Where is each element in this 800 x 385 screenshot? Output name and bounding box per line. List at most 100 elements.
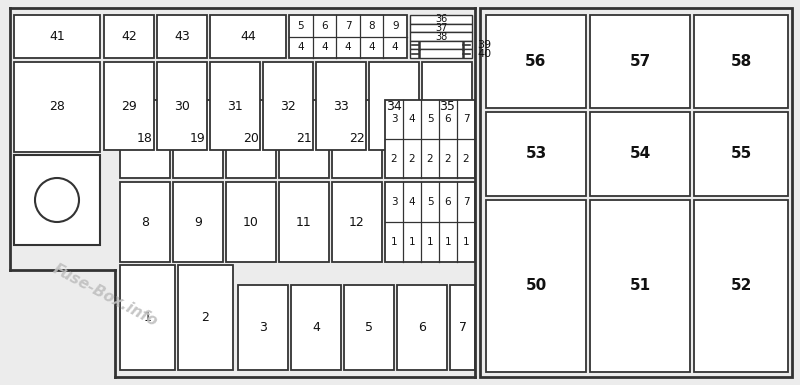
Text: 6: 6: [321, 21, 328, 31]
Text: 34: 34: [386, 99, 402, 112]
Bar: [14, 15, 100, 58]
Text: 43: 43: [174, 30, 190, 43]
Text: 20: 20: [243, 132, 259, 146]
Bar: [397, 285, 447, 370]
Text: 12: 12: [349, 216, 365, 229]
Bar: [263, 62, 313, 150]
Text: 1: 1: [462, 237, 470, 247]
Text: 5: 5: [298, 21, 304, 31]
Text: 5: 5: [426, 114, 434, 124]
Circle shape: [35, 178, 79, 222]
Text: 8: 8: [368, 21, 375, 31]
Text: 57: 57: [630, 54, 650, 69]
Bar: [279, 100, 329, 178]
Bar: [486, 200, 586, 372]
Bar: [694, 112, 788, 196]
Text: 10: 10: [243, 216, 259, 229]
Text: 2: 2: [462, 154, 470, 164]
Text: 28: 28: [49, 100, 65, 114]
Text: 58: 58: [730, 54, 752, 69]
Text: 36: 36: [435, 14, 447, 24]
Text: 39: 39: [477, 40, 491, 50]
Bar: [694, 200, 788, 372]
Bar: [210, 62, 260, 150]
Bar: [210, 15, 286, 58]
Bar: [385, 100, 475, 178]
Text: 1: 1: [409, 237, 415, 247]
Bar: [344, 285, 394, 370]
Text: 8: 8: [141, 216, 149, 229]
Bar: [14, 62, 100, 152]
Text: 4: 4: [321, 42, 328, 52]
Text: 35: 35: [439, 99, 455, 112]
Bar: [238, 285, 288, 370]
Bar: [480, 8, 792, 377]
Text: 38: 38: [435, 32, 447, 42]
Text: 32: 32: [280, 99, 296, 112]
Text: 4: 4: [392, 42, 398, 52]
Bar: [120, 265, 175, 370]
Text: 4: 4: [345, 42, 351, 52]
Text: 2: 2: [409, 154, 415, 164]
Text: 50: 50: [526, 278, 546, 293]
Text: 19: 19: [190, 132, 206, 146]
Bar: [369, 62, 419, 150]
Bar: [173, 182, 223, 262]
Text: 22: 22: [349, 132, 365, 146]
Bar: [590, 200, 690, 372]
Text: 44: 44: [240, 30, 256, 43]
Bar: [410, 15, 472, 23]
Bar: [120, 100, 170, 178]
Bar: [450, 285, 475, 370]
Text: 9: 9: [392, 21, 398, 31]
Bar: [157, 62, 207, 150]
Bar: [173, 100, 223, 178]
Bar: [104, 62, 154, 150]
Text: 7: 7: [462, 197, 470, 207]
Bar: [279, 182, 329, 262]
Bar: [226, 182, 276, 262]
Bar: [178, 265, 233, 370]
Text: 33: 33: [333, 99, 349, 112]
Bar: [332, 100, 382, 178]
Bar: [410, 32, 472, 41]
Text: 29: 29: [121, 99, 137, 112]
Bar: [226, 100, 276, 178]
Text: 7: 7: [458, 321, 466, 334]
Bar: [410, 49, 472, 58]
Bar: [385, 182, 475, 262]
Text: 4: 4: [409, 197, 415, 207]
Bar: [157, 15, 207, 58]
Text: 5: 5: [365, 321, 373, 334]
Bar: [410, 41, 472, 49]
Bar: [120, 182, 170, 262]
Text: 40: 40: [477, 49, 491, 59]
Text: 2: 2: [390, 154, 398, 164]
Text: 6: 6: [445, 197, 451, 207]
Text: 3: 3: [259, 321, 267, 334]
Text: 53: 53: [526, 147, 546, 161]
Text: 1: 1: [445, 237, 451, 247]
Text: 55: 55: [730, 147, 752, 161]
Text: 6: 6: [445, 114, 451, 124]
Text: 56: 56: [526, 54, 546, 69]
Bar: [289, 15, 407, 58]
Bar: [332, 182, 382, 262]
Text: 3: 3: [390, 197, 398, 207]
Bar: [14, 155, 100, 245]
Bar: [10, 8, 475, 377]
Bar: [590, 15, 690, 108]
Bar: [590, 112, 690, 196]
Text: 5: 5: [426, 197, 434, 207]
Text: 42: 42: [121, 30, 137, 43]
Text: 4: 4: [298, 42, 304, 52]
Text: 11: 11: [296, 216, 312, 229]
Text: 2: 2: [426, 154, 434, 164]
Bar: [104, 15, 154, 58]
Bar: [291, 285, 341, 370]
Bar: [410, 23, 472, 32]
Text: 2: 2: [202, 311, 210, 324]
Text: 37: 37: [435, 23, 447, 33]
Text: 4: 4: [409, 114, 415, 124]
Text: 7: 7: [462, 114, 470, 124]
